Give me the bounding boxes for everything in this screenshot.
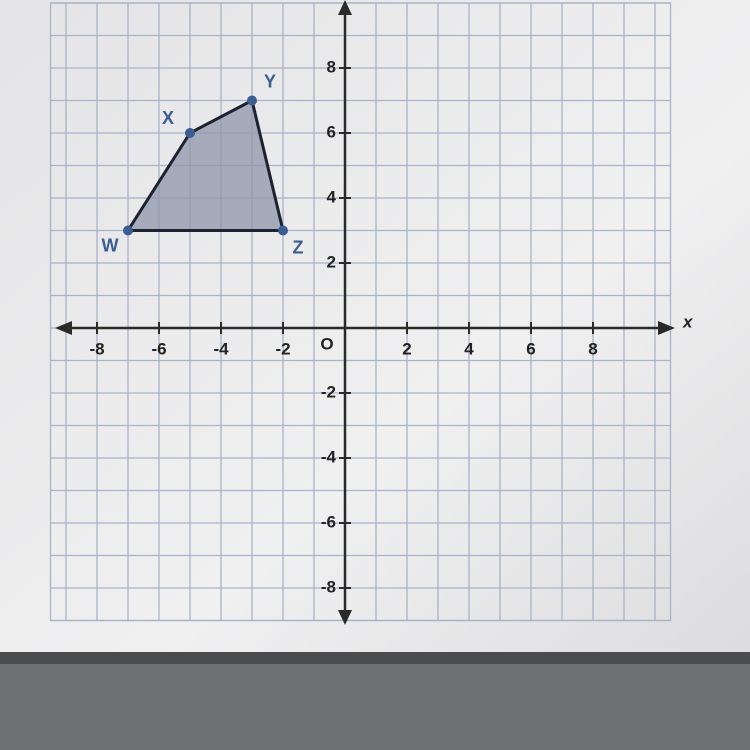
- x-tick-label: -6: [151, 339, 166, 358]
- x-tick-label: 8: [588, 339, 597, 358]
- vertex: [247, 95, 257, 106]
- coordinate-plane: x O -8 -6 -4 -2 2 4 6 8 -8 -6 -4 -2 2 4 6 8 W X Y Z: [49, 0, 694, 625]
- x-axis-arrow: [55, 321, 72, 335]
- x-tick-label: -2: [275, 339, 290, 358]
- vertex: [123, 225, 133, 236]
- grid-border: [49, 2, 672, 622]
- vertex: [278, 225, 288, 236]
- y-tick-label: -4: [321, 447, 337, 466]
- origin-label: O: [320, 334, 333, 353]
- y-tick-label: 4: [327, 187, 337, 206]
- x-tick-label: 4: [464, 339, 474, 358]
- x-tick-label: -4: [213, 339, 229, 358]
- vertex-label: W: [102, 235, 119, 255]
- vertex-label: X: [162, 108, 174, 128]
- vertex: [185, 128, 195, 138]
- y-tick-label: -6: [321, 512, 336, 531]
- x-tick-label: -8: [89, 339, 104, 358]
- x-axis-label: x: [682, 312, 694, 331]
- y-tick-label: 2: [327, 252, 336, 271]
- y-tick-label: -2: [321, 382, 336, 401]
- y-axis-arrow: [338, 0, 352, 15]
- x-tick-label: 2: [402, 339, 411, 358]
- x-tick-label: 6: [526, 339, 535, 358]
- paper: [0, 0, 750, 660]
- y-axis-arrow: [338, 610, 352, 625]
- vertex-label: Y: [264, 71, 276, 91]
- y-tick-label: 8: [327, 57, 336, 76]
- vertex-label: Z: [293, 237, 304, 257]
- desk: [0, 664, 750, 750]
- x-axis-arrow: [658, 321, 675, 335]
- y-tick-label: -8: [321, 577, 336, 596]
- y-tick-label: 6: [327, 122, 336, 141]
